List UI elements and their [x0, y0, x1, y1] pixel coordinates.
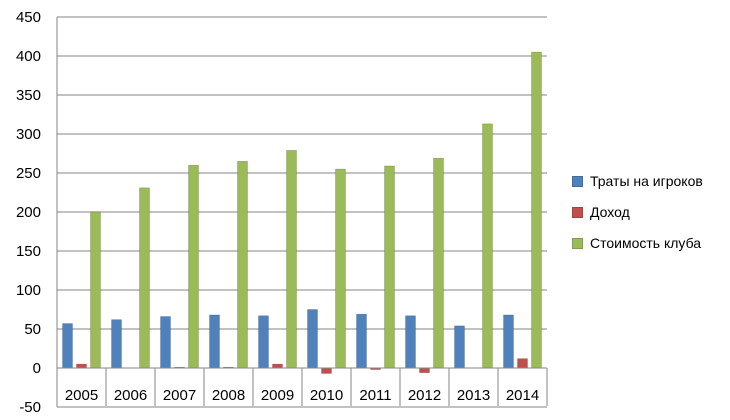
y-tick-label: 150: [16, 243, 41, 260]
bar-player-spending-2006: [111, 319, 122, 369]
legend-item-club-value: Стоимость клуба: [572, 234, 727, 252]
bar-income-2009: [272, 363, 283, 369]
bar-club-value-2006: [139, 187, 150, 369]
bar-player-spending-2008: [209, 314, 220, 369]
legend-swatch-club-value: [572, 237, 583, 249]
bar-player-spending-2010: [307, 309, 318, 369]
y-tick-label: 350: [16, 87, 41, 104]
bar-club-value-2005: [90, 211, 101, 369]
y-tick-label: 100: [16, 282, 41, 299]
x-tick-label: 2007: [163, 387, 196, 404]
bar-club-value-2009: [286, 150, 297, 369]
bar-income-2014: [517, 358, 528, 369]
bars: [62, 51, 542, 374]
y-tick-label: 450: [16, 9, 41, 26]
bar-player-spending-2013: [454, 325, 465, 369]
bar-income-2010: [321, 367, 332, 374]
bar-player-spending-2014: [503, 314, 514, 369]
axes: [56, 17, 548, 407]
legend-label-player-spending: Траты на игроков: [590, 173, 703, 189]
x-tick-label: 2014: [506, 387, 539, 404]
legend-swatch-income: [572, 206, 583, 218]
x-tick-label: 2011: [359, 387, 391, 404]
bar-club-value-2012: [433, 157, 444, 369]
bar-player-spending-2005: [62, 323, 73, 369]
legend-item-income: Доход: [572, 203, 727, 221]
legend: Траты на игроков Доход Стоимость клуба: [572, 172, 727, 265]
y-tick-label: 0: [33, 360, 41, 377]
y-tick-label: 50: [24, 321, 41, 338]
bar-player-spending-2012: [405, 315, 416, 369]
bar-player-spending-2011: [356, 313, 367, 369]
y-tick-label: 400: [16, 48, 41, 65]
y-tick-label: -50: [19, 399, 41, 416]
legend-label-income: Доход: [590, 204, 630, 220]
bar-club-value-2013: [482, 123, 493, 369]
bar-player-spending-2007: [160, 316, 171, 369]
legend-label-club-value: Стоимость клуба: [590, 235, 702, 251]
bar-club-value-2008: [237, 161, 248, 369]
bar-club-value-2007: [188, 164, 199, 369]
legend-item-player-spending: Траты на игроков: [572, 172, 727, 190]
bar-player-spending-2009: [258, 315, 269, 369]
gridlines: [57, 16, 547, 408]
bar-club-value-2011: [384, 165, 395, 369]
bar-income-2005: [76, 363, 87, 369]
x-tick-label: 2013: [457, 387, 490, 404]
bar-club-value-2014: [531, 51, 542, 369]
bar-income-2012: [419, 367, 430, 373]
legend-swatch-player-spending: [572, 175, 583, 187]
x-tick-label: 2006: [114, 387, 147, 404]
x-tick-label: 2005: [65, 387, 98, 404]
x-tick-label: 2012: [408, 387, 441, 404]
x-tick-label: 2008: [212, 387, 245, 404]
y-tick-label: 250: [16, 165, 41, 182]
x-tick-labels: 2005 2006 2007 2008 2009 2010 2011 2012 2013 2014: [65, 387, 539, 404]
x-tick-label: 2009: [261, 387, 294, 404]
y-tick-label: 300: [16, 126, 41, 143]
x-tick-label: 2010: [310, 387, 343, 404]
bar-club-value-2010: [335, 168, 346, 369]
y-tick-labels: -50 0 50 100 150 200 250 300 350 400 450: [16, 9, 41, 416]
y-tick-label: 200: [16, 204, 41, 221]
